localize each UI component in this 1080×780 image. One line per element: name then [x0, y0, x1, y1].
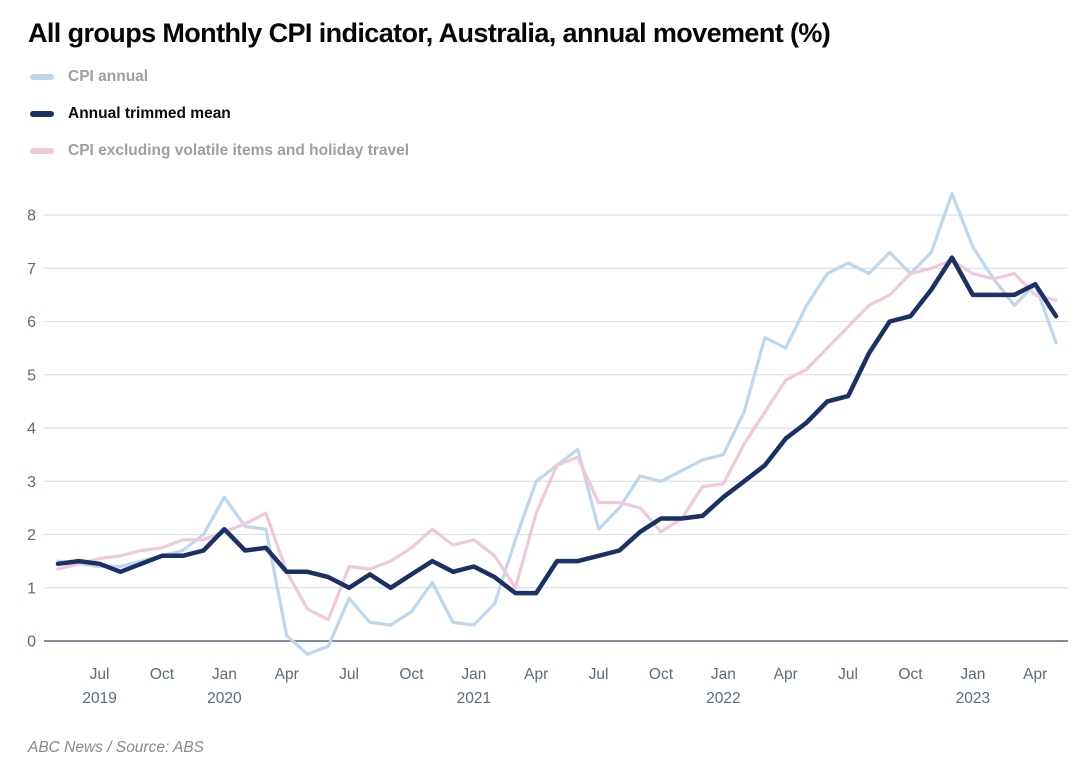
x-tick-label: Apr: [774, 666, 798, 683]
y-tick-label: 4: [27, 421, 36, 438]
legend-label-ex-volatile: CPI excluding volatile items and holiday…: [68, 142, 410, 159]
x-tick-year-label: 2019: [82, 690, 116, 707]
x-tick-label: Jan: [461, 666, 486, 683]
legend-item-ex-volatile: CPI excluding volatile items and holiday…: [30, 142, 409, 160]
x-tick-label: Jul: [838, 666, 858, 683]
x-tick-label: Apr: [524, 666, 548, 683]
legend: CPI annual Annual trimmed mean CPI exclu…: [30, 68, 409, 179]
y-tick-label: 5: [27, 367, 36, 384]
y-tick-label: 6: [27, 314, 36, 331]
x-tick-label: Jul: [589, 666, 609, 683]
x-tick-label: Jul: [90, 666, 110, 683]
x-tick-label: Jan: [960, 666, 985, 683]
x-tick-label: Oct: [150, 666, 175, 683]
x-tick-label: Jan: [711, 666, 736, 683]
x-tick-year-label: 2022: [706, 690, 740, 707]
x-tick-label: Jul: [339, 666, 359, 683]
y-tick-label: 1: [27, 580, 36, 597]
y-tick-label: 8: [27, 208, 36, 225]
legend-label-cpi-annual: CPI annual: [68, 68, 149, 85]
legend-swatch-ex-volatile-icon: [30, 148, 54, 154]
x-tick-year-label: 2020: [207, 690, 242, 707]
x-tick-year-label: 2021: [457, 690, 491, 707]
chart-title: All groups Monthly CPI indicator, Austra…: [28, 18, 831, 48]
x-tick-label: Oct: [649, 666, 674, 683]
x-tick-label: Jan: [212, 666, 237, 683]
legend-item-cpi-annual: CPI annual: [30, 68, 409, 86]
x-tick-label: Apr: [1023, 666, 1047, 683]
y-tick-label: 2: [27, 527, 36, 544]
series-line-annual-trimmed-mean: [55, 255, 1059, 596]
series-line-cpi-excluding-volatile-items-and-holiday-travel: [56, 258, 1058, 622]
legend-label-trimmed-mean: Annual trimmed mean: [68, 105, 231, 122]
x-tick-label: Oct: [898, 666, 923, 683]
legend-swatch-cpi-annual-icon: [30, 74, 54, 80]
y-tick-label: 7: [27, 261, 36, 278]
x-tick-year-label: 2023: [956, 690, 990, 707]
legend-item-trimmed-mean: Annual trimmed mean: [30, 105, 409, 123]
y-tick-label: 0: [27, 634, 36, 651]
series-line-cpi-annual: [56, 192, 1058, 656]
x-tick-label: Apr: [275, 666, 299, 683]
legend-swatch-trimmed-mean-icon: [30, 111, 54, 117]
y-tick-label: 3: [27, 474, 36, 491]
x-tick-label: Oct: [399, 666, 424, 683]
source-attribution: ABC News / Source: ABS: [28, 739, 205, 756]
